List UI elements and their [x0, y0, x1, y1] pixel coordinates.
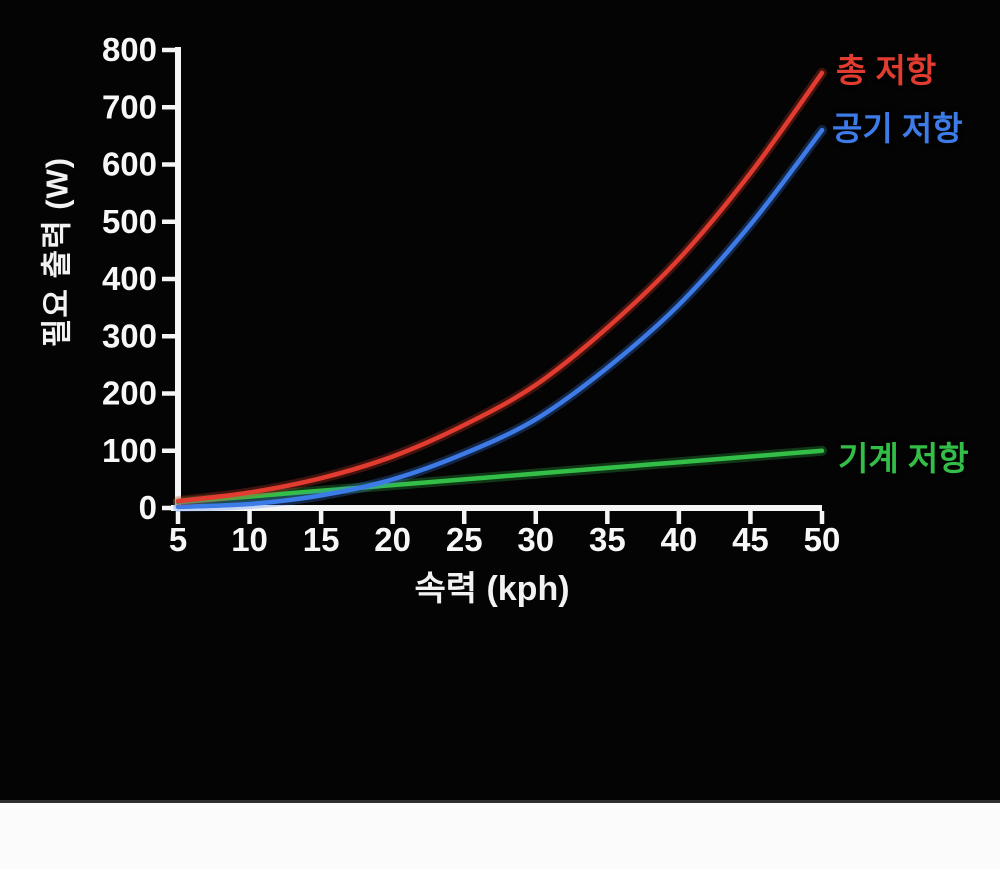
y-tick-label: 800 — [102, 31, 157, 68]
x-tick-label: 10 — [231, 521, 268, 558]
y-axis-title: 필요 출력 (W) — [39, 156, 75, 348]
y-tick-label: 400 — [102, 260, 157, 297]
y-tick-label: 300 — [102, 317, 157, 354]
x-tick-label: 45 — [732, 521, 769, 558]
y-tick-label: 600 — [102, 146, 157, 183]
legend-label-mechanical-resistance: 기계 저항 — [838, 440, 969, 477]
bottom-white-strip — [0, 800, 1000, 869]
x-tick-label: 5 — [169, 521, 187, 558]
x-tick-label: 40 — [661, 521, 698, 558]
series-line — [175, 70, 825, 504]
x-axis-title: 속력 (kph) — [414, 570, 570, 608]
x-tick-label: 30 — [517, 521, 554, 558]
chart-canvas: 5 10 15 20 25 30 35 40 45 50010020030040050060070… — [102, 31, 841, 558]
series-line — [175, 127, 825, 510]
x-tick-label: 35 — [589, 521, 626, 558]
y-tick-label: 0 — [139, 489, 157, 526]
y-tick-label: 500 — [102, 203, 157, 240]
x-tick-label: 15 — [303, 521, 340, 558]
series-line — [175, 448, 825, 505]
series-glow — [173, 125, 827, 512]
y-tick-label: 700 — [102, 88, 157, 125]
y-tick-label: 100 — [102, 432, 157, 469]
y-tick-label: 200 — [102, 375, 157, 412]
x-tick-label: 25 — [446, 521, 483, 558]
x-tick-label: 20 — [374, 521, 411, 558]
legend-label-air-resistance: 공기 저항 — [832, 110, 963, 147]
legend-label-total-resistance: 총 저항 — [836, 52, 937, 89]
x-tick-label: 50 — [804, 521, 841, 558]
